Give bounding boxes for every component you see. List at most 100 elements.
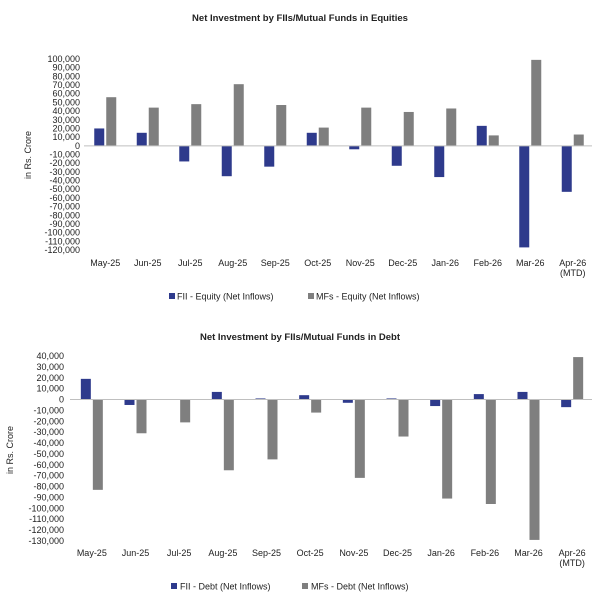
fii-bar xyxy=(386,398,397,400)
y-tick-label: -10,000 xyxy=(49,150,80,160)
category-label: Nov-25 xyxy=(339,548,368,558)
y-tick-label: -10,000 xyxy=(33,405,64,415)
legend-label-mf-debt: MFs - Debt (Net Inflows) xyxy=(311,582,409,592)
y-tick-label: 70,000 xyxy=(52,80,80,90)
fii-bar xyxy=(342,399,353,403)
y-tick-label: -120,000 xyxy=(44,245,80,255)
y-tick-label: -20,000 xyxy=(33,416,64,426)
y-tick-label: -100,000 xyxy=(28,503,64,513)
legend-swatch-fii-debt xyxy=(171,583,177,589)
category-label: Jul-25 xyxy=(167,548,192,558)
legend-swatch-mf-equity xyxy=(308,293,314,299)
debt-chart: Net Investment by FIIs/Mutual Funds in D… xyxy=(5,332,592,592)
mf-bar xyxy=(354,399,365,478)
mf-bar xyxy=(485,399,496,504)
y-tick-label: -90,000 xyxy=(33,492,64,502)
fii-bar xyxy=(221,145,232,177)
mf-bar xyxy=(276,105,287,146)
y-tick-label: -130,000 xyxy=(28,536,64,546)
y-tick-label: -40,000 xyxy=(33,438,64,448)
y-tick-label: 50,000 xyxy=(52,97,80,107)
y-tick-label: -30,000 xyxy=(33,427,64,437)
fii-bar xyxy=(517,391,528,400)
y-tick-label: -60,000 xyxy=(33,460,64,470)
fii-bar xyxy=(264,145,275,167)
legend-swatch-mf-debt xyxy=(302,583,308,589)
y-tick-label: 0 xyxy=(59,395,64,405)
fii-bar xyxy=(136,132,147,146)
mf-bar xyxy=(223,399,234,471)
category-label: Jul-25 xyxy=(178,258,203,268)
y-axis-label: in Rs. Crore xyxy=(5,426,15,474)
mf-bar xyxy=(488,135,499,146)
bars xyxy=(94,59,584,248)
mf-bar xyxy=(92,399,103,490)
bars xyxy=(80,357,584,540)
mf-bar xyxy=(136,399,147,434)
category-label: Mar-26 xyxy=(516,258,545,268)
category-label: Jan-26 xyxy=(431,258,459,268)
mf-bar xyxy=(106,97,117,146)
category-label: Feb-26 xyxy=(473,258,502,268)
y-axis-label: in Rs. Crore xyxy=(23,131,33,179)
y-tick-label: -120,000 xyxy=(28,525,64,535)
mf-bar xyxy=(573,357,584,400)
legend-swatch-fii-equity xyxy=(169,293,175,299)
y-tick-label: 10,000 xyxy=(52,132,80,142)
y-tick-label: 30,000 xyxy=(36,362,64,372)
y-tick-label: 10,000 xyxy=(36,384,64,394)
y-tick-label: -50,000 xyxy=(49,184,80,194)
y-tick-label: -80,000 xyxy=(33,482,64,492)
fii-bar xyxy=(255,398,266,400)
y-tick-label: 100,000 xyxy=(47,54,80,64)
mf-bar xyxy=(403,111,414,146)
mf-bar xyxy=(148,107,159,146)
mf-bar xyxy=(446,108,457,146)
category-label: Jan-26 xyxy=(427,548,455,558)
y-tick-label: -20,000 xyxy=(49,158,80,168)
category-label: Sep-25 xyxy=(252,548,281,558)
y-tick-label: -110,000 xyxy=(29,514,64,524)
fii-bar xyxy=(434,145,445,178)
fii-bar xyxy=(349,145,360,150)
mf-bar xyxy=(573,134,584,146)
category-label: Feb-26 xyxy=(471,548,500,558)
fii-bar xyxy=(306,132,317,146)
category-label: Oct-25 xyxy=(297,548,324,558)
y-tick-label: -80,000 xyxy=(49,210,80,220)
fii-bar xyxy=(561,145,572,192)
legend-label-fii-equity: FII - Equity (Net Inflows) xyxy=(177,292,274,302)
legend: FII - Debt (Net Inflows) MFs - Debt (Net… xyxy=(171,582,409,592)
mf-bar xyxy=(531,59,542,146)
category-label: Mar-26 xyxy=(514,548,543,558)
category-label: Aug-25 xyxy=(218,258,247,268)
fii-bar xyxy=(124,399,135,405)
mf-bar xyxy=(442,399,453,499)
chart-title: Net Investment by FIIs/Mutual Funds in D… xyxy=(200,332,401,343)
fii-bar xyxy=(179,145,190,162)
category-labels: May-25 Jun-25 Jul-25 Aug-25 Sep-25 Oct-25 Nov-… xyxy=(90,258,586,278)
y-tick-label: -110,000 xyxy=(45,236,80,246)
y-tick-label: -70,000 xyxy=(49,202,80,212)
y-tick-label: 20,000 xyxy=(36,373,64,383)
y-tick-label: 60,000 xyxy=(52,89,80,99)
y-tick-label: 90,000 xyxy=(52,63,80,73)
mf-bar xyxy=(361,107,372,146)
fii-bar xyxy=(519,145,530,248)
mf-bar xyxy=(318,127,329,146)
category-label: Nov-25 xyxy=(346,258,375,268)
fii-bar xyxy=(94,128,105,146)
fii-bar xyxy=(561,399,572,408)
y-tick-label: 0 xyxy=(75,141,80,151)
y-tick-label: -40,000 xyxy=(49,176,80,186)
equities-chart: Net Investment by FIIs/Mutual Funds in E… xyxy=(23,13,592,302)
y-tick-label: -60,000 xyxy=(49,193,80,203)
category-labels: May-25 Jun-25 Jul-25 Aug-25 Sep-25 Oct-25 Nov-… xyxy=(77,548,586,568)
y-tick-label: 20,000 xyxy=(52,123,80,133)
mf-bar xyxy=(267,399,278,460)
category-label: Oct-25 xyxy=(304,258,331,268)
category-label: May-25 xyxy=(90,258,120,268)
y-tick-labels: 100,00090,00080,00070,00060,00050,00040,… xyxy=(44,54,80,255)
fii-bar xyxy=(473,394,484,400)
